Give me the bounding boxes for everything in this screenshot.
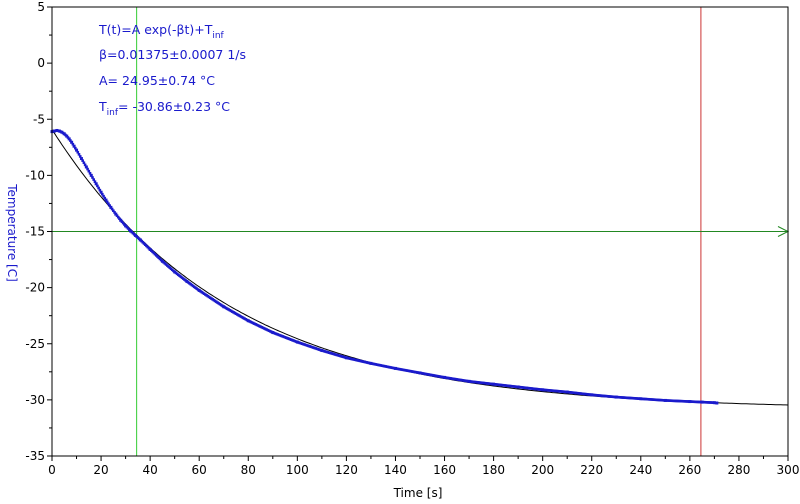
- fit-formula: T(t)=A exp(-βt)+Tinf: [98, 22, 225, 41]
- data-point: [121, 221, 125, 225]
- y-tick-label: -5: [33, 112, 45, 126]
- y-tick-label: -30: [25, 393, 45, 407]
- y-tick-label: -15: [25, 225, 45, 239]
- x-tick-label: 80: [241, 463, 256, 477]
- fit-curve-layer: [51, 129, 789, 406]
- data-point: [74, 146, 77, 150]
- data-point: [84, 165, 88, 169]
- data-point: [75, 148, 79, 152]
- data-point: [113, 211, 116, 214]
- data-point: [87, 169, 91, 173]
- data-point: [89, 173, 93, 177]
- x-axis-label: Time [s]: [393, 486, 443, 500]
- data-point: [99, 190, 103, 194]
- data-point: [114, 212, 118, 216]
- fit-curve: [51, 129, 789, 406]
- x-tick-label: 120: [335, 463, 358, 477]
- data-point: [102, 194, 105, 198]
- data-point: [71, 142, 75, 146]
- y-tick-label: 0: [37, 56, 45, 70]
- data-point: [104, 198, 108, 202]
- data-point: [715, 401, 719, 405]
- data-point: [109, 205, 113, 209]
- data-point: [76, 150, 80, 154]
- data-point: [119, 218, 123, 222]
- data-point: [93, 180, 97, 183]
- data-point: [91, 176, 94, 179]
- data-point: [100, 192, 104, 196]
- data-point: [77, 153, 81, 156]
- axes: 0 20 40 60 80 100 120 140 160 180 200 220 240 260 280 3…: [25, 0, 799, 477]
- data-point: [115, 214, 119, 217]
- fit-annotations: T(t)=A exp(-βt)+Tinf β=0.01375±0.0007 1/…: [98, 22, 246, 118]
- x-tick-label: 300: [777, 463, 800, 477]
- data-point: [105, 200, 109, 204]
- fit-amplitude: A= 24.95±0.74 °C: [99, 73, 215, 88]
- data-point: [83, 163, 87, 167]
- data-point: [65, 134, 69, 138]
- x-tick-label: 40: [142, 463, 157, 477]
- x-tick-label: 100: [286, 463, 309, 477]
- data-point: [107, 202, 110, 206]
- data-point: [92, 178, 96, 181]
- fit-tinf-value: = -30.86±0.23 °C: [118, 99, 230, 114]
- data-point: [108, 204, 111, 207]
- x-tick-label: 160: [433, 463, 456, 477]
- y-tick-label: -25: [25, 337, 45, 351]
- fit-tinf-main: T: [98, 99, 107, 114]
- fit-tinf: Tinf= -30.86±0.23 °C: [98, 99, 230, 118]
- x-tick-label: 260: [678, 463, 701, 477]
- fit-beta: β=0.01375±0.0007 1/s: [99, 47, 246, 62]
- y-tick-label: 5: [37, 0, 45, 14]
- cursor-lines: [52, 7, 790, 456]
- data-point: [69, 139, 72, 142]
- data-point: [94, 182, 98, 186]
- x-tick-label: 0: [48, 463, 56, 477]
- x-tick-label: 200: [531, 463, 554, 477]
- data-point: [116, 215, 120, 219]
- data-point: [78, 155, 82, 158]
- y-tick-label: -35: [25, 449, 45, 463]
- data-point: [72, 144, 76, 148]
- data-point: [98, 188, 102, 192]
- data-point: [120, 220, 124, 223]
- x-tick-label: 280: [727, 463, 750, 477]
- fit-tinf-sub: inf: [107, 108, 119, 118]
- data-point: [96, 184, 99, 188]
- data-points-layer: [50, 128, 719, 405]
- data-point: [103, 196, 107, 200]
- data-point: [97, 186, 100, 190]
- data-point: [88, 171, 92, 175]
- y-tick-label: -20: [25, 281, 45, 295]
- data-point: [118, 217, 121, 221]
- data-point: [79, 157, 83, 161]
- x-tick-label: 240: [629, 463, 652, 477]
- fit-formula-main: T(t)=A exp(-βt)+T: [98, 22, 213, 37]
- data-point: [81, 159, 84, 162]
- data-point: [82, 161, 86, 165]
- y-axis-label: Temperature [C]: [5, 183, 19, 282]
- y-tick-label: -10: [25, 168, 45, 182]
- data-point: [110, 207, 114, 211]
- data-point: [67, 137, 71, 141]
- x-tick-label: 60: [192, 463, 207, 477]
- x-tick-label: 180: [482, 463, 505, 477]
- data-point: [86, 167, 89, 171]
- x-tick-label: 20: [93, 463, 108, 477]
- x-tick-label: 220: [580, 463, 603, 477]
- fit-formula-sub: inf: [212, 31, 224, 41]
- data-point: [70, 140, 74, 144]
- x-tick-label: 140: [384, 463, 407, 477]
- data-point: [112, 209, 115, 213]
